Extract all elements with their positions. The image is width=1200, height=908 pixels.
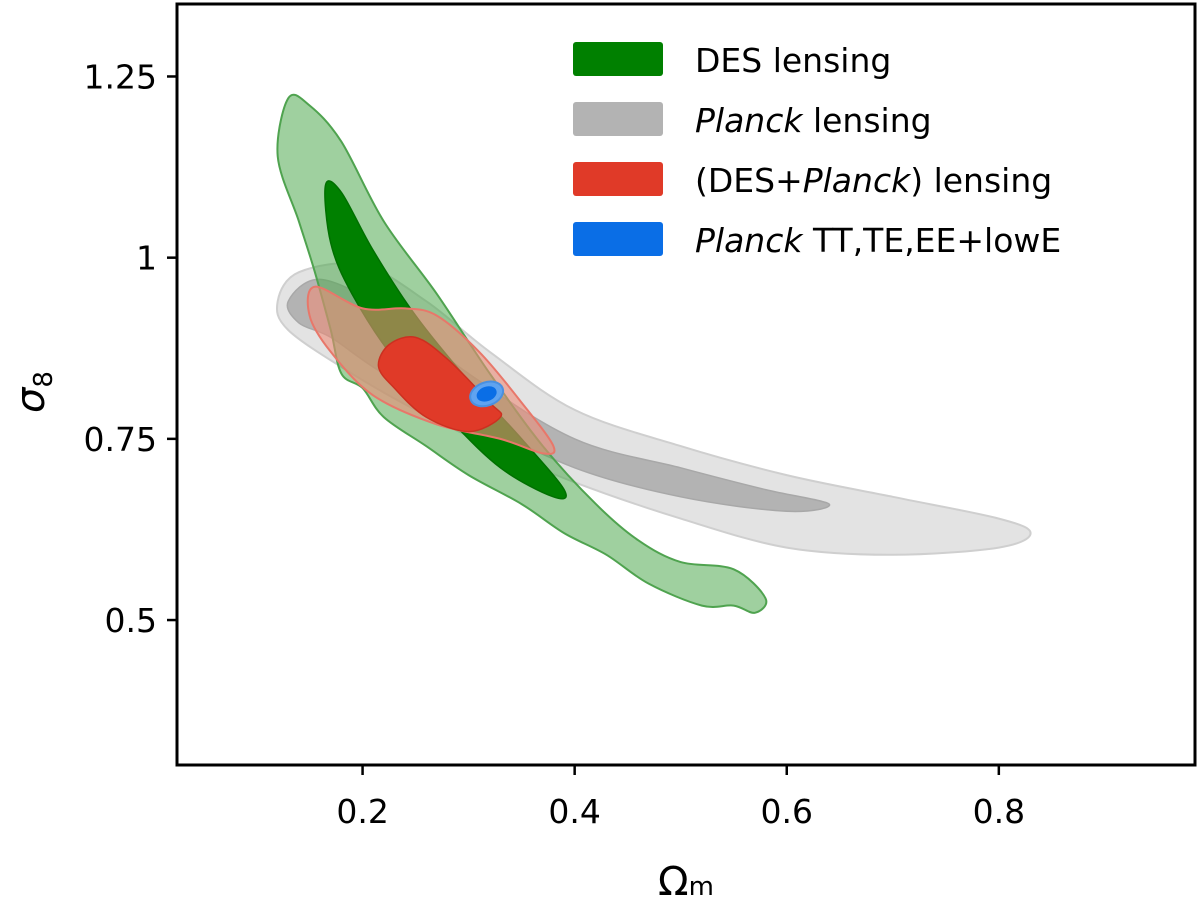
y-tick-label: 1 [136,239,157,278]
legend-swatch-planck-tt-te-ee-lowe [573,222,663,256]
legend: DES lensing Planck lensing (DES+Planck) le… [573,41,1061,260]
des-planck-lensing-inner-contour [377,336,503,433]
y-tick-label: 1.25 [84,57,157,96]
x-axis-label: Ωm [658,859,714,905]
plot-frame [175,2,1197,767]
y-axis-label-subscript: 8 [29,371,59,388]
legend-swatch-planck-lensing [573,102,663,136]
x-tick-label: 0.8 [973,792,1025,831]
y-tick-label: 0.75 [84,420,157,459]
legend-swatch-des-lensing [573,42,663,76]
x-axis-label-subscript: m [689,872,714,902]
planck-tt-te-ee-lowe-inner-contour [476,386,497,402]
x-tick-label: 0.4 [548,792,600,831]
legend-label-des-planck-lensing: (DES+Planck) lensing [695,161,1052,200]
axes: 0.2 0.4 0.6 0.8 0.5 0.75 1 1.25 [84,57,1026,831]
legend-label-planck-lensing: Planck lensing [695,101,932,140]
planck-tt-te-ee-lowe-contours [469,380,505,408]
des-planck-lensing-contours [306,285,556,455]
legend-label-planck-tt-te-ee-lowe: Planck TT,TE,EE+lowE [695,221,1061,260]
legend-label-des-lensing: DES lensing [695,41,891,80]
legend-swatch-des-planck-lensing [573,162,663,196]
y-axis-label: σ8 [8,371,59,413]
y-tick-label: 0.5 [105,601,157,640]
x-tick-label: 0.2 [336,792,388,831]
contour-layer [275,93,1032,614]
x-tick-label: 0.6 [760,792,812,831]
